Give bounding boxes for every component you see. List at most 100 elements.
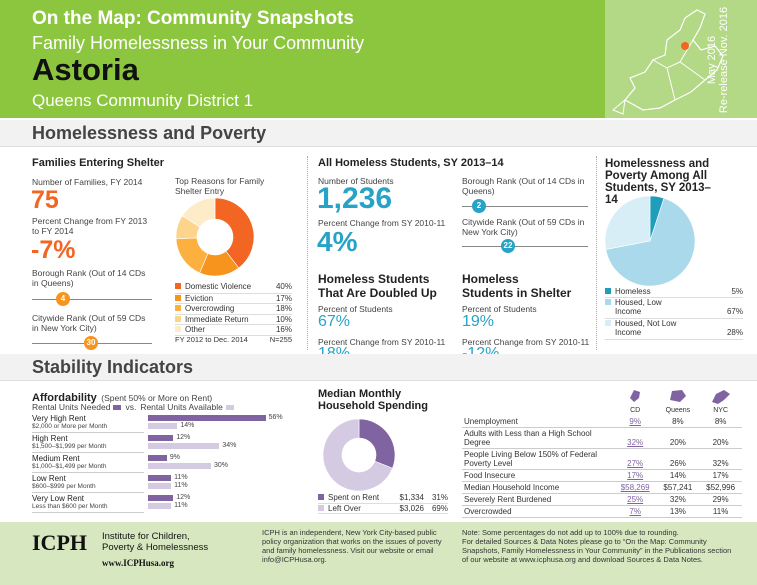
legend-value: 69% [431, 503, 448, 513]
rank-track [32, 299, 152, 300]
table-cell: 7% [613, 505, 657, 518]
category-sublabel: $600–$999 per Month [32, 483, 96, 490]
table-cell: 32% [699, 448, 742, 470]
community: Astoria [32, 52, 139, 87]
map-dot [681, 42, 689, 50]
legend-row: Homeless 5% [605, 287, 743, 298]
legend-swatch [605, 319, 611, 326]
rank-marker: 30 [84, 336, 98, 350]
indicators-table: CD Queens NYC Unemployment 9% 8% 8% Adults with… [462, 405, 742, 518]
rank-track [462, 206, 588, 207]
table-cell: 32% [656, 493, 700, 506]
table-cell: $52,996 [699, 481, 742, 494]
title: On the Map: Community Snapshots [32, 8, 354, 29]
legend-value: 16% [275, 325, 292, 334]
bar-label: 56% [268, 414, 283, 421]
category-label: Medium Rent [32, 454, 80, 463]
category-label: High Rent [32, 434, 68, 443]
table-cell: 11% [699, 505, 742, 518]
notes: Note: Some percentages do not add up to … [462, 528, 732, 564]
section-title: Homelessness and Poverty [32, 123, 267, 143]
legend-value: 17% [275, 293, 292, 303]
table-cell: 26% [656, 448, 700, 470]
table-row: Severely Rent Burdened 25% 32% 29% [462, 493, 742, 506]
families-title: Families Entering Shelter [32, 157, 165, 169]
legend: Domestic Violence 40% Eviction 17% Overcrowd… [175, 282, 292, 336]
legend-row: Immediate Return 10% [175, 314, 292, 325]
table-cell: $58,269 [613, 481, 657, 494]
bar [148, 435, 174, 441]
legend-label: Housed, Low Income [615, 297, 662, 317]
donut-chart [175, 197, 255, 277]
legend-label: Rental Units Available [140, 402, 223, 412]
rank-track [462, 246, 588, 247]
shelter-pct-label: Percent of Students [462, 304, 537, 314]
category-sublabel: $1,500–$1,999 per Month [32, 443, 107, 450]
section-bar: Stability Indicators [0, 354, 757, 381]
table-cell: 20% [699, 427, 742, 449]
legend: Homeless 5% Housed, Low Income 67% Housed, N… [605, 287, 743, 340]
legend-swatch [605, 298, 611, 305]
legend-swatch [175, 326, 181, 332]
legend-label: Eviction [185, 293, 214, 303]
table-row: Overcrowded 7% 13% 11% [462, 505, 742, 518]
slice [214, 197, 255, 269]
table-cell: 25% [613, 493, 657, 506]
bar [148, 475, 172, 481]
doubled-title: Homeless Students That Are Doubled Up [318, 272, 437, 300]
legend-row: Domestic Violence 40% [175, 282, 292, 294]
legend-row: Housed, Low Income 67% [605, 298, 743, 319]
bar-chart: Very High Rent $2,000 or More per Month 56… [32, 414, 302, 514]
period: FY 2012 to Dec. 2014 [175, 335, 248, 344]
chart-title: Top Reasons for Family Shelter Entry [175, 176, 265, 196]
bar-label: 30% [214, 462, 229, 469]
legend-swatch [175, 283, 181, 289]
chart-title: Affordability [32, 392, 97, 404]
slice [605, 197, 696, 287]
column-header: NYC [713, 407, 729, 414]
legend-label: Spent on Rent [328, 493, 380, 502]
legend-value: 40% [275, 282, 292, 291]
legend-swatch [113, 405, 122, 410]
legend-row: Eviction 17% [175, 293, 292, 304]
rank-marker: 2 [472, 199, 486, 213]
row-label: Overcrowded [462, 505, 614, 518]
row-rule [32, 472, 144, 473]
legend-amount: $1,334 [399, 493, 424, 502]
row-rule [32, 432, 144, 433]
table-cell: 17% [699, 469, 742, 482]
doubled-pct: 67% [318, 313, 351, 330]
map-borders [612, 39, 706, 115]
sources: For detailed Sources & Data Notes please… [462, 537, 732, 564]
category-label: Low Rent [32, 474, 66, 483]
legend-label: Immediate Return [185, 314, 249, 324]
legend-amount: $3,026 [399, 503, 424, 513]
row-label: Median Household Income [462, 481, 614, 494]
legend-label: Overcrowding [185, 304, 235, 313]
map-panel [605, 0, 757, 118]
table-cell: 17% [613, 469, 657, 482]
chart-footnote: FY 2012 to Dec. 2014 N=255 [175, 335, 292, 344]
category-sublabel: $2,000 or More per Month [32, 423, 108, 430]
row-rule [32, 512, 144, 513]
cd-icon [630, 390, 640, 402]
column-icons [630, 390, 730, 404]
affordability-heading: Affordability (Spent 50% or More on Rent… [32, 388, 212, 406]
row-rule [32, 452, 144, 453]
rank-marker: 4 [56, 292, 70, 306]
table-cell: 8% [656, 416, 700, 428]
legend-row: Other 16% [175, 325, 292, 336]
date: May 2016 [706, 35, 718, 85]
row-label: Severely Rent Burdened [462, 493, 614, 506]
category-sublabel: Less than $600 per Month [32, 503, 108, 510]
students-citywide-label: Citywide Rank (Out of 59 CDs in New York… [462, 217, 585, 237]
bar [148, 503, 172, 509]
bar [148, 483, 172, 489]
bar-label: 14% [180, 422, 195, 429]
bar [148, 463, 211, 469]
families-borough-label: Borough Rank (Out of 14 CDs in Queens) [32, 268, 146, 288]
shelter-change-label: Percent Change from SY 2010-11 [462, 337, 590, 347]
map-outline [624, 9, 724, 111]
doubled-pct-label: Percent of Students [318, 304, 393, 314]
note: Note: Some percentages do not add up to … [462, 528, 679, 537]
